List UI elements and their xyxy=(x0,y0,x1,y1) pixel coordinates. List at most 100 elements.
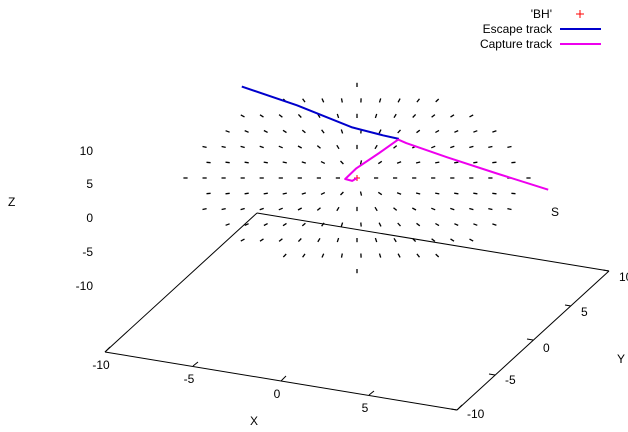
field-arrow xyxy=(282,253,287,258)
field-arrow xyxy=(435,253,440,258)
z-tick-label: 0 xyxy=(86,211,93,225)
field-arrow xyxy=(396,161,402,164)
y-tick-label: 10 xyxy=(619,270,628,284)
tracks xyxy=(241,85,549,191)
field-arrow xyxy=(396,192,402,195)
field-arrow xyxy=(297,207,303,211)
field-arrow xyxy=(454,130,459,133)
field-arrow xyxy=(415,192,421,195)
field-arrow xyxy=(412,238,417,243)
box-edge-left xyxy=(104,212,258,353)
field-arrow xyxy=(435,222,440,227)
field-arrow xyxy=(397,253,401,258)
y-tick xyxy=(602,269,610,272)
field-arrow xyxy=(282,129,287,134)
field-arrow xyxy=(393,113,397,119)
field-arrow xyxy=(340,98,343,103)
field-arrow xyxy=(336,113,340,119)
x-tick-label: 5 xyxy=(362,401,369,415)
field-arrow xyxy=(225,161,230,164)
x-tick xyxy=(456,404,463,411)
z-tick-label: -5 xyxy=(82,245,93,259)
box-edge-right xyxy=(456,270,610,411)
field-arrow xyxy=(297,238,302,243)
field-arrow xyxy=(450,114,455,118)
y-tick-label: 0 xyxy=(543,341,550,355)
y-tick-label: 5 xyxy=(581,305,588,319)
field-arrow xyxy=(454,161,459,164)
field-arrow xyxy=(301,129,306,134)
field-arrow xyxy=(492,161,497,164)
legend: 'BH' Escape track Capture track xyxy=(480,7,601,51)
field-arrow xyxy=(374,206,378,212)
field-arrow xyxy=(435,129,440,134)
field-arrow xyxy=(492,223,497,226)
field-arrow xyxy=(469,238,474,242)
field-arrow xyxy=(225,192,230,195)
field-arrow xyxy=(450,207,455,211)
y-tick xyxy=(450,408,458,411)
field-arrow xyxy=(321,129,325,134)
field-arrow xyxy=(416,98,421,103)
field-arrow xyxy=(301,161,306,164)
field-arrow xyxy=(259,114,264,118)
field-arrow xyxy=(282,192,287,195)
field-arrow xyxy=(411,207,417,211)
field-arrow xyxy=(469,207,474,211)
field-arrow xyxy=(240,114,245,118)
field-arrow xyxy=(282,161,287,164)
field-arrow xyxy=(374,237,378,243)
field-arrow xyxy=(282,222,287,227)
x-tick xyxy=(192,361,199,367)
field-arrow xyxy=(374,113,378,119)
field-arrow xyxy=(263,192,268,195)
z-tick-label: -10 xyxy=(76,279,94,293)
field-arrow xyxy=(377,160,383,165)
field-arrow xyxy=(340,253,343,258)
field-arrow xyxy=(221,207,226,211)
field-arrow xyxy=(278,238,283,242)
field-arrow xyxy=(492,192,497,195)
field-arrow xyxy=(302,98,306,103)
field-arrow xyxy=(316,145,321,149)
field-arrow xyxy=(240,145,245,149)
field-arrow xyxy=(225,130,230,133)
field-arrow xyxy=(321,222,325,227)
field-arrow xyxy=(336,206,340,212)
field-arrow xyxy=(435,98,440,103)
field-arrow xyxy=(415,161,421,164)
field-arrow xyxy=(393,207,398,211)
y-axis-label: Y xyxy=(617,352,625,366)
field-arrow xyxy=(263,223,268,227)
field-arrow xyxy=(297,113,302,118)
field-arrow xyxy=(321,98,325,103)
field-arrow xyxy=(340,191,344,196)
x-tick-label: 0 xyxy=(274,387,281,401)
x-axis-label: X xyxy=(250,414,258,428)
field-arrow xyxy=(397,129,401,134)
y-axis: -10 -5 0 5 10 Y xyxy=(450,269,628,421)
field-arrow xyxy=(450,145,455,149)
z-tick-label: 5 xyxy=(86,177,93,191)
field-arrow xyxy=(450,238,455,242)
field-arrow xyxy=(416,129,421,134)
field-arrow xyxy=(225,223,230,226)
field-arrow xyxy=(435,192,440,195)
field-arrow xyxy=(393,237,397,243)
field-arrow xyxy=(431,114,436,118)
field-arrow xyxy=(340,129,344,134)
field-arrow xyxy=(336,237,340,243)
field-arrow xyxy=(340,222,344,227)
field-arrow xyxy=(469,145,474,149)
z-axis: Z 10 5 0 -5 -10 xyxy=(8,144,93,293)
field-arrow xyxy=(431,145,436,149)
x-tick-label: -10 xyxy=(92,358,110,372)
legend-label-escape: Escape track xyxy=(483,22,553,36)
field-arrow xyxy=(301,192,306,195)
field-arrow xyxy=(435,161,440,164)
field-arrow xyxy=(202,207,207,211)
field-arrow xyxy=(431,207,436,211)
field-arrow xyxy=(488,145,493,149)
z-axis-label: Z xyxy=(8,195,15,209)
